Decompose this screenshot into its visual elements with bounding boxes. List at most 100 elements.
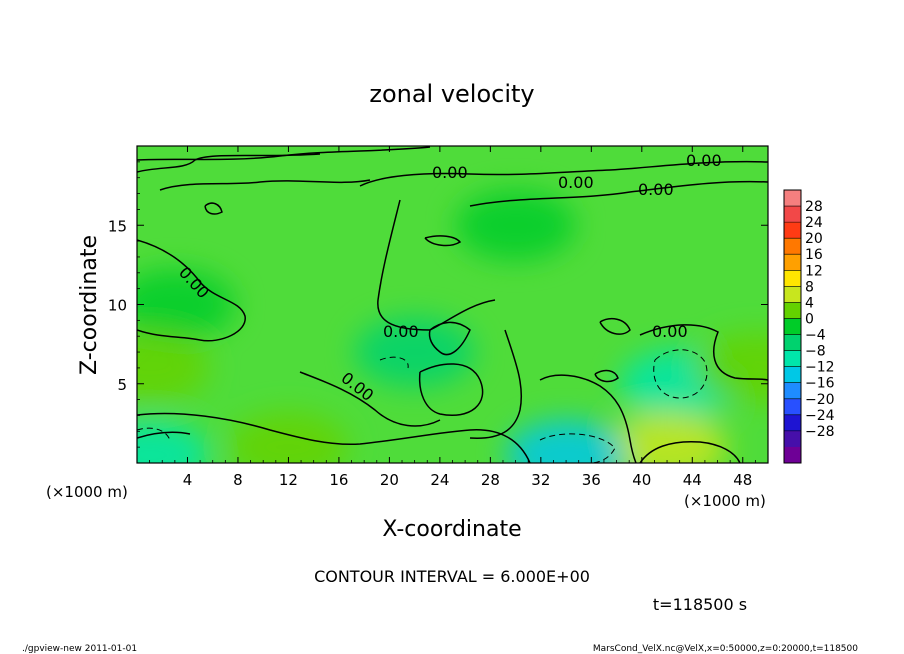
x-tick-label: 4: [183, 471, 193, 489]
x-tick-label: 8: [233, 471, 243, 489]
colorbar-swatch: [784, 382, 801, 400]
contour-line: [137, 239, 246, 342]
field-region: [506, 420, 627, 463]
colorbar-swatch: [784, 190, 801, 207]
y-axis: 5 10 15: [108, 161, 768, 448]
contour-line: [137, 427, 171, 441]
field-region: [137, 332, 210, 403]
colorbar-label: −8: [805, 344, 826, 360]
contour-line: [469, 180, 768, 207]
contour-label: 0.00: [638, 180, 674, 199]
x-axis: 4 8 12 16 20 24 28 32 36 40 44 48: [149, 146, 756, 489]
colorbar-label: 16: [805, 247, 823, 263]
colorbar-swatch: [784, 430, 801, 448]
contour-line: [137, 153, 321, 173]
colorbar-swatch: [784, 446, 801, 464]
contour-label: 0.00: [432, 163, 468, 182]
field-region: [455, 190, 576, 261]
contour-line: [539, 433, 616, 463]
contour-line: [137, 412, 531, 463]
colorbar-label: −28: [805, 424, 835, 440]
contour-label-group: 0.00 0.00 0.00 0.00 0.00 0.00 0.00 0.00: [175, 151, 722, 405]
colorbar-swatch: [784, 270, 801, 287]
x-tick-label: 36: [582, 471, 601, 489]
field-regions: [137, 190, 768, 463]
x-unit-note-right: (×1000 m): [684, 492, 766, 510]
colorbar-frame: [783, 189, 802, 464]
colorbar-label: 8: [805, 279, 814, 295]
colorbar-swatch: [784, 206, 801, 223]
contour-line: [639, 324, 768, 381]
colorbar-swatch: [784, 254, 801, 271]
field-region: [228, 412, 349, 463]
x-tick-label: 44: [683, 471, 702, 489]
colorbar-swatch: [784, 334, 801, 352]
colorbar-label: 28: [805, 199, 823, 215]
x-axis-label: X-coordinate: [382, 517, 521, 542]
colorbar-swatch: [784, 302, 801, 319]
colorbar-label: −16: [805, 376, 835, 392]
contour-line: [639, 440, 741, 463]
plot-area: 0.00 0.00 0.00 0.00 0.00 0.00 0.00 0.00: [137, 146, 768, 463]
field-region: [137, 420, 210, 463]
x-tick-label: 24: [430, 471, 449, 489]
colorbar-swatch: [784, 238, 801, 255]
contour-line: [594, 369, 619, 383]
contour-line: [137, 431, 191, 439]
colorbar-label: −20: [805, 392, 835, 408]
contour-line: [379, 356, 409, 369]
contour-line: [653, 349, 708, 399]
contour-label: 0.00: [652, 322, 688, 341]
colorbar-label: 20: [805, 231, 823, 247]
y-axis-label: Z-coordinate: [77, 235, 102, 375]
colorbar-label: 0: [805, 311, 814, 327]
contour-line: [377, 199, 496, 331]
contour-line: [299, 371, 441, 427]
x-tick-label: 16: [329, 471, 348, 489]
field-region: [137, 269, 235, 340]
contour-line: [418, 363, 484, 416]
colorbar-swatch: [784, 222, 801, 239]
x-tick-label: 40: [632, 471, 651, 489]
footer-left-text: ./gpview-new 2011-01-01: [22, 644, 137, 654]
x-tick-label: 48: [733, 471, 752, 489]
contour-line: [204, 202, 223, 215]
contour-label: 0.00: [686, 151, 722, 170]
colorbar-label: 4: [805, 295, 814, 311]
chart-title: zonal velocity: [369, 80, 534, 108]
colorbar-label: −24: [805, 408, 835, 424]
time-label: t=118500 s: [653, 595, 747, 614]
x-unit-note-left: (×1000 m): [46, 483, 128, 501]
contour-label: 0.00: [383, 322, 419, 341]
contour-interval-text: CONTOUR INTERVAL = 6.000E+00: [314, 567, 590, 586]
colorbar-swatch: [784, 318, 801, 336]
contour-line: [159, 179, 371, 191]
y-tick-label: 5: [117, 376, 127, 394]
x-tick-label: 20: [380, 471, 399, 489]
contour-line: [359, 160, 768, 187]
colorbar-swatch: [784, 414, 801, 432]
colorbar-swatch: [784, 366, 801, 384]
colorbar-swatch: [784, 350, 801, 368]
contour-label: 0.00: [558, 173, 594, 192]
footer-right-text: MarsCond_VelX.nc@VelX,x=0:50000,z=0:2000…: [593, 644, 858, 654]
contour-lines: [137, 146, 768, 463]
colorbar-label: −4: [805, 328, 826, 344]
x-tick-label: 28: [481, 471, 500, 489]
contour-line: [469, 329, 523, 439]
colorbar-swatch: [784, 398, 801, 416]
x-tick-label: 32: [531, 471, 550, 489]
contour-line: [539, 374, 637, 463]
field-region: [354, 317, 475, 388]
y-tick-label: 15: [108, 217, 127, 235]
colorbar-label: 24: [805, 215, 823, 231]
field-region: [607, 412, 728, 463]
y-tick-label: 10: [108, 297, 127, 315]
colorbar-swatch: [784, 286, 801, 303]
negative-contours: [137, 349, 708, 463]
contour-line: [424, 235, 462, 247]
x-tick-label: 12: [279, 471, 298, 489]
contour-line: [428, 321, 471, 356]
